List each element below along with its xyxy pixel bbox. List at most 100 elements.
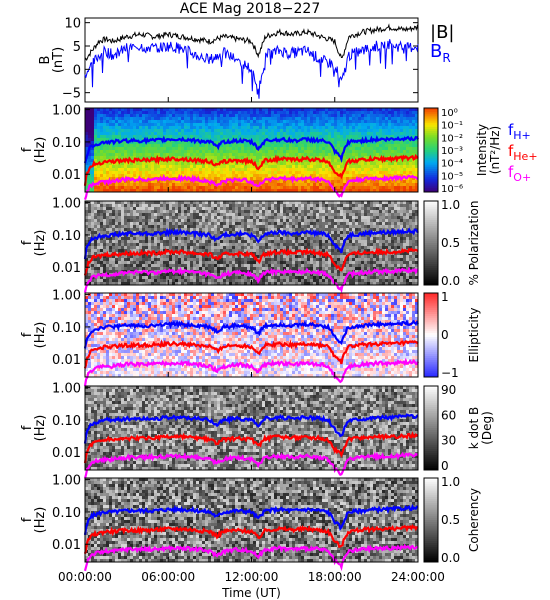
intensity-cell — [139, 135, 143, 139]
intensity-cell — [238, 144, 242, 148]
intensity-cell — [118, 111, 122, 115]
intensity-cell — [268, 189, 272, 193]
intensity-cell — [211, 135, 215, 139]
intensity-cell — [406, 147, 410, 151]
polarization-cell — [217, 201, 221, 205]
polarization-cell — [100, 225, 104, 229]
polarization-cell — [163, 240, 167, 244]
intensity-cell — [313, 162, 317, 166]
intensity-colorbar-frame — [423, 107, 439, 193]
panel-polarization: 1.000.100.01f(Hz)1.00.50.0% Polarization — [20, 197, 481, 294]
polarization-cell — [94, 240, 98, 244]
polarization-cell — [253, 213, 257, 217]
polarization-cell — [262, 279, 266, 283]
intensity-cell — [370, 126, 374, 130]
polarization-cell — [187, 249, 191, 253]
intensity-cell — [220, 138, 224, 142]
polarization-cell — [214, 216, 218, 220]
polarization-cell — [133, 264, 137, 268]
polarization-cell — [154, 225, 158, 229]
polarization-cell — [217, 249, 221, 253]
polarization-cell — [277, 201, 281, 205]
polarization-cell — [235, 207, 239, 211]
polarization-cell — [241, 240, 245, 244]
intensity-cell — [400, 180, 404, 184]
polarization-cell — [265, 255, 269, 259]
intensity-cell — [283, 129, 287, 133]
polarization-cell — [151, 273, 155, 277]
polarization-cell — [271, 228, 275, 232]
freq-y-tick-label: 0.10 — [52, 136, 81, 151]
polarization-cell — [190, 234, 194, 238]
intensity-cell — [187, 168, 191, 172]
intensity-cell — [130, 108, 134, 112]
polarization-cell — [133, 276, 137, 280]
intensity-cell — [106, 150, 110, 154]
polarization-cell — [268, 243, 272, 247]
polarization-cell — [226, 231, 230, 235]
polarization-cell — [253, 240, 257, 244]
intensity-cell — [130, 135, 134, 139]
polarization-cell — [154, 270, 158, 274]
polarization-cell — [175, 264, 179, 268]
intensity-cell — [379, 123, 383, 127]
polarization-cell — [229, 219, 233, 223]
intensity-cell — [286, 129, 290, 133]
intensity-cell — [277, 168, 281, 172]
polarization-cell — [205, 228, 209, 232]
intensity-cell — [391, 144, 395, 148]
intensity-cell — [232, 132, 236, 136]
intensity-cell — [196, 186, 200, 190]
polarization-cell — [259, 270, 263, 274]
intensity-cell — [85, 165, 89, 169]
intensity-cell — [331, 126, 335, 130]
intensity-colorbar-cell — [424, 145, 438, 149]
intensity-cell — [397, 111, 401, 115]
intensity-cell — [211, 147, 215, 151]
polarization-cell — [274, 201, 278, 205]
intensity-cell — [187, 183, 191, 187]
intensity-cell — [346, 150, 350, 154]
intensity-cell — [259, 123, 263, 127]
intensity-cell — [385, 162, 389, 166]
intensity-cell — [211, 108, 215, 112]
intensity-cell — [112, 111, 116, 115]
intensity-cell — [118, 153, 122, 157]
intensity-cell — [112, 168, 116, 172]
polarization-cell — [226, 249, 230, 253]
intensity-cell — [358, 117, 362, 121]
intensity-cell — [139, 144, 143, 148]
intensity-cell — [199, 120, 203, 124]
intensity-cell — [175, 153, 179, 157]
intensity-cell — [373, 114, 377, 118]
intensity-colorbar-cell — [424, 137, 438, 140]
polarization-cell — [172, 225, 176, 229]
intensity-cell — [388, 117, 392, 121]
intensity-cell — [316, 147, 320, 151]
polarization-cell — [262, 282, 266, 286]
polarization-cell — [199, 228, 203, 232]
intensity-cell — [163, 165, 167, 169]
intensity-cell — [178, 168, 182, 172]
intensity-cell — [403, 168, 407, 172]
polarization-cell — [166, 219, 170, 223]
polarization-cell — [274, 258, 278, 262]
intensity-cell — [223, 111, 227, 115]
intensity-cell — [274, 117, 278, 121]
intensity-cell — [139, 168, 143, 172]
intensity-cell — [406, 183, 410, 187]
polarization-cell — [247, 201, 251, 205]
polarization-cell — [151, 267, 155, 271]
polarization-cell — [190, 201, 194, 205]
intensity-cell — [163, 123, 167, 127]
intensity-cell — [151, 132, 155, 136]
intensity-cell — [109, 108, 113, 112]
intensity-cell — [211, 111, 215, 115]
polarization-cell — [223, 282, 227, 286]
polarization-cell — [88, 252, 92, 256]
polarization-cell — [187, 255, 191, 259]
intensity-cell — [391, 168, 395, 172]
intensity-cell — [361, 135, 365, 139]
intensity-cell — [154, 183, 158, 187]
polarization-cell — [217, 213, 221, 217]
